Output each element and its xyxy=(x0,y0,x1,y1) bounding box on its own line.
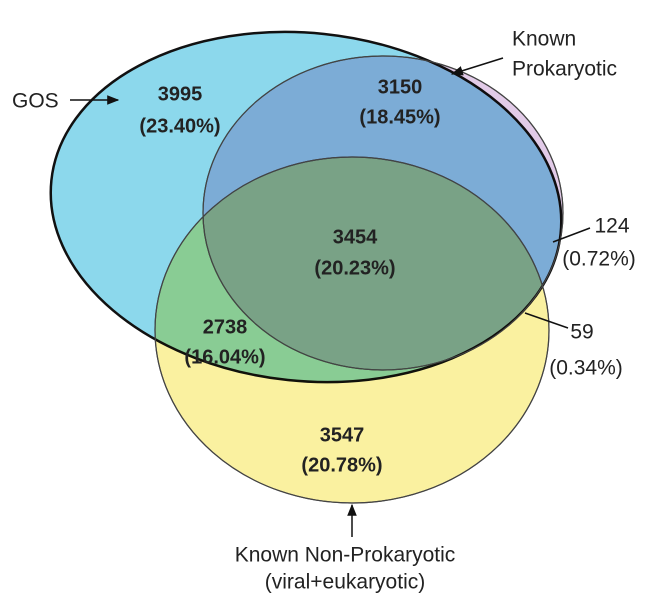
set-label: (viral+eukaryotic) xyxy=(265,571,425,594)
gos-set xyxy=(49,30,563,384)
arrow xyxy=(450,57,504,76)
region-count: 59 xyxy=(570,321,593,344)
region-count: 2738 xyxy=(203,316,248,338)
region-count: 3150 xyxy=(378,76,423,98)
non-prokaryotic-outline xyxy=(154,156,550,504)
region-percent: (0.34%) xyxy=(549,357,623,380)
set-label: GOS xyxy=(12,90,59,113)
leader-line xyxy=(552,227,591,243)
region-percent: (23.40%) xyxy=(139,115,220,137)
prokaryotic-outline xyxy=(202,55,564,371)
region-percent: (0.72%) xyxy=(562,248,636,271)
region-count: 124 xyxy=(594,215,629,238)
set-label: Known xyxy=(512,28,576,51)
region-count: 3547 xyxy=(320,424,365,446)
set-label: Known Non-Prokaryotic xyxy=(235,544,456,567)
region-percent: (20.23%) xyxy=(314,257,395,279)
region-percent: (16.04%) xyxy=(184,346,265,368)
region-percent: (20.78%) xyxy=(301,454,382,476)
leader-line xyxy=(524,312,569,329)
set-label: Prokaryotic xyxy=(512,58,617,81)
region-percent: (18.45%) xyxy=(359,106,440,128)
region-count: 3995 xyxy=(158,83,203,105)
region-count: 3454 xyxy=(333,226,378,248)
